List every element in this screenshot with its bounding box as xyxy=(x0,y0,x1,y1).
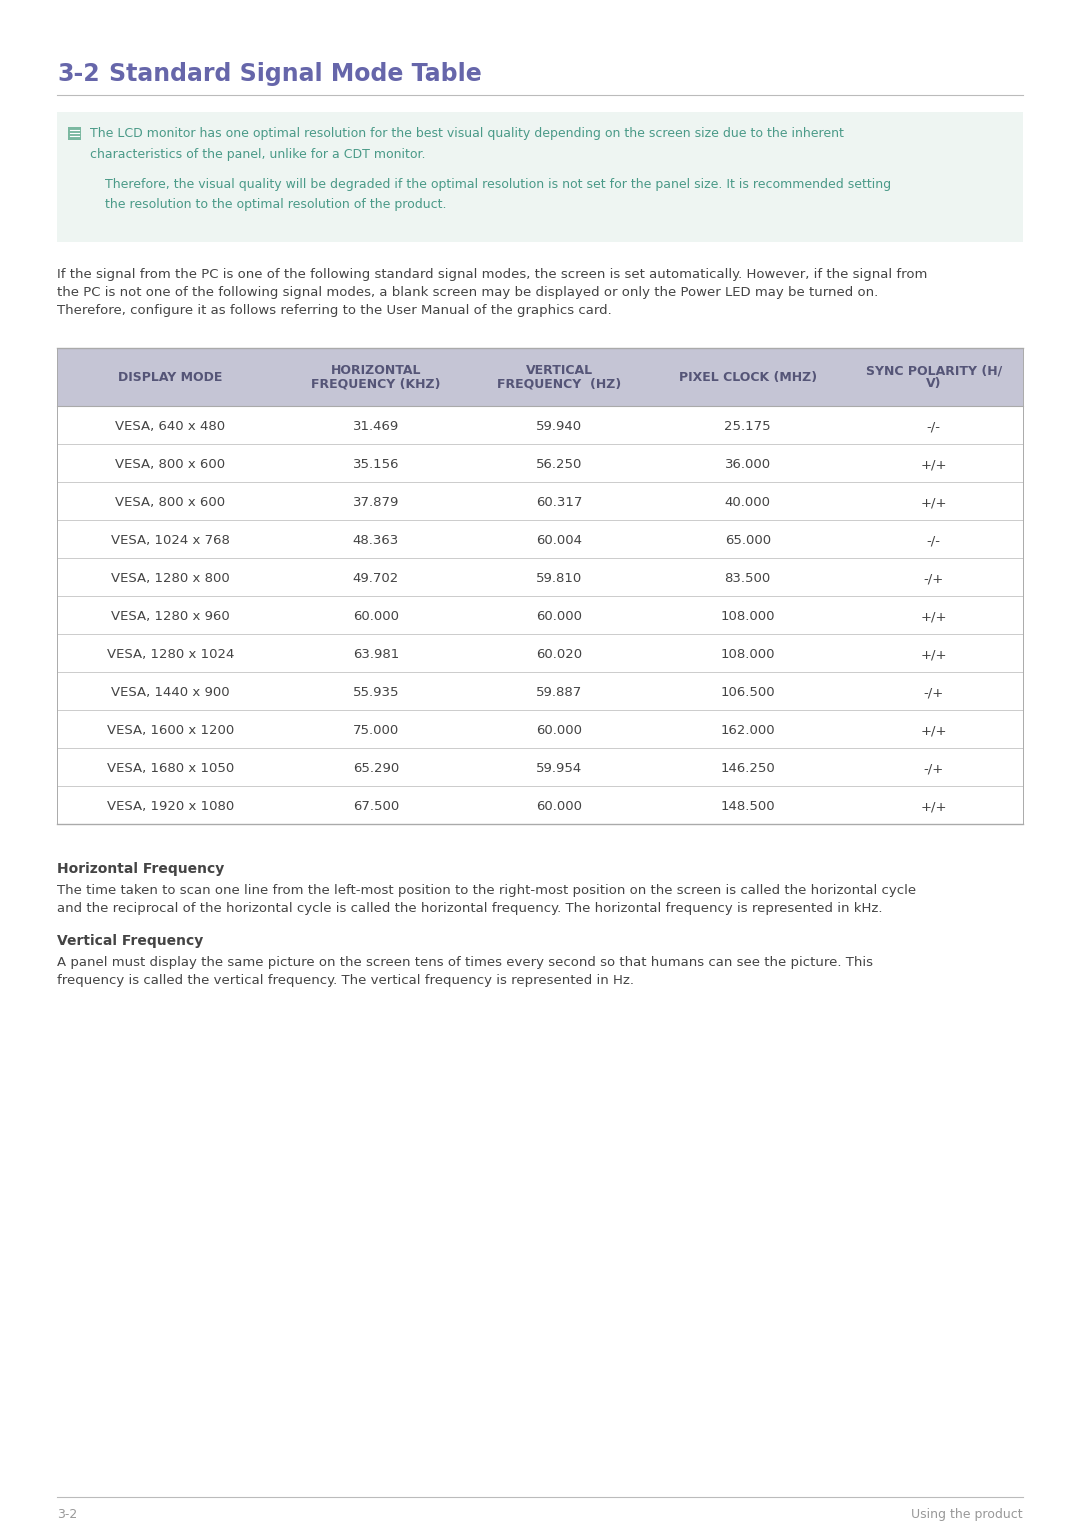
Text: FREQUENCY  (HZ): FREQUENCY (HZ) xyxy=(497,377,621,391)
Text: +/+: +/+ xyxy=(920,800,947,812)
Text: VESA, 1024 x 768: VESA, 1024 x 768 xyxy=(111,534,230,547)
Text: VESA, 1600 x 1200: VESA, 1600 x 1200 xyxy=(107,724,234,738)
Text: -/-: -/- xyxy=(927,420,941,434)
Text: 108.000: 108.000 xyxy=(720,609,775,623)
Text: 35.156: 35.156 xyxy=(352,458,399,470)
Text: 25.175: 25.175 xyxy=(725,420,771,434)
Text: 59.887: 59.887 xyxy=(536,686,582,699)
Bar xyxy=(57,557,1023,596)
Text: Therefore, the visual quality will be degraded if the optimal resolution is not : Therefore, the visual quality will be de… xyxy=(105,179,891,191)
Bar xyxy=(57,444,1023,483)
Text: 59.810: 59.810 xyxy=(536,573,582,585)
Text: VESA, 1680 x 1050: VESA, 1680 x 1050 xyxy=(107,762,234,776)
Text: 60.004: 60.004 xyxy=(537,534,582,547)
Bar xyxy=(57,786,1023,825)
Text: Standard Signal Mode Table: Standard Signal Mode Table xyxy=(109,63,482,86)
Text: -/+: -/+ xyxy=(923,762,944,776)
Text: If the signal from the PC is one of the following standard signal modes, the scr: If the signal from the PC is one of the … xyxy=(57,269,928,281)
Text: 65.290: 65.290 xyxy=(353,762,399,776)
Text: -/+: -/+ xyxy=(923,573,944,585)
Text: 75.000: 75.000 xyxy=(353,724,399,738)
Text: +/+: +/+ xyxy=(920,496,947,508)
Text: Using the product: Using the product xyxy=(912,1509,1023,1521)
Text: The time taken to scan one line from the left-most position to the right-most po: The time taken to scan one line from the… xyxy=(57,884,916,896)
Text: 60.020: 60.020 xyxy=(537,647,582,661)
Text: VESA, 1920 x 1080: VESA, 1920 x 1080 xyxy=(107,800,234,812)
Text: 106.500: 106.500 xyxy=(720,686,775,699)
Text: characteristics of the panel, unlike for a CDT monitor.: characteristics of the panel, unlike for… xyxy=(90,148,426,160)
Text: VESA, 800 x 600: VESA, 800 x 600 xyxy=(116,458,226,470)
Bar xyxy=(57,634,1023,672)
Text: 60.000: 60.000 xyxy=(537,800,582,812)
Text: 108.000: 108.000 xyxy=(720,647,775,661)
Text: +/+: +/+ xyxy=(920,458,947,470)
Text: 40.000: 40.000 xyxy=(725,496,771,508)
Text: 63.981: 63.981 xyxy=(353,647,399,661)
Bar xyxy=(68,127,81,140)
Bar xyxy=(57,348,1023,406)
Text: V): V) xyxy=(926,377,942,391)
Text: +/+: +/+ xyxy=(920,609,947,623)
Text: +/+: +/+ xyxy=(920,647,947,661)
Text: and the reciprocal of the horizontal cycle is called the horizontal frequency. T: and the reciprocal of the horizontal cyc… xyxy=(57,902,882,915)
Text: 55.935: 55.935 xyxy=(352,686,399,699)
Text: VESA, 1280 x 960: VESA, 1280 x 960 xyxy=(111,609,230,623)
Text: The LCD monitor has one optimal resolution for the best visual quality depending: The LCD monitor has one optimal resoluti… xyxy=(90,127,843,140)
Bar xyxy=(57,406,1023,444)
Text: VERTICAL: VERTICAL xyxy=(526,365,593,377)
Text: 60.317: 60.317 xyxy=(536,496,582,508)
Bar xyxy=(57,483,1023,521)
Text: 59.940: 59.940 xyxy=(537,420,582,434)
Text: 60.000: 60.000 xyxy=(537,724,582,738)
Text: 83.500: 83.500 xyxy=(725,573,771,585)
Text: -/-: -/- xyxy=(927,534,941,547)
Text: 3-2: 3-2 xyxy=(57,63,99,86)
Text: -/+: -/+ xyxy=(923,686,944,699)
Text: 146.250: 146.250 xyxy=(720,762,775,776)
Text: HORIZONTAL: HORIZONTAL xyxy=(330,365,421,377)
Text: Vertical Frequency: Vertical Frequency xyxy=(57,935,203,948)
Text: 162.000: 162.000 xyxy=(720,724,775,738)
Bar xyxy=(57,748,1023,786)
Text: PIXEL CLOCK (MHZ): PIXEL CLOCK (MHZ) xyxy=(678,371,816,383)
Text: 31.469: 31.469 xyxy=(353,420,399,434)
Text: frequency is called the vertical frequency. The vertical frequency is represente: frequency is called the vertical frequen… xyxy=(57,974,634,986)
Text: 36.000: 36.000 xyxy=(725,458,771,470)
Text: 65.000: 65.000 xyxy=(725,534,771,547)
Text: 67.500: 67.500 xyxy=(353,800,399,812)
Text: 48.363: 48.363 xyxy=(353,534,399,547)
Text: 60.000: 60.000 xyxy=(353,609,399,623)
Text: 59.954: 59.954 xyxy=(536,762,582,776)
Text: 3-2: 3-2 xyxy=(57,1509,78,1521)
Text: Horizontal Frequency: Horizontal Frequency xyxy=(57,863,225,876)
Bar xyxy=(57,521,1023,557)
Bar xyxy=(57,111,1023,241)
Text: DISPLAY MODE: DISPLAY MODE xyxy=(119,371,222,383)
Text: 49.702: 49.702 xyxy=(353,573,399,585)
Text: 37.879: 37.879 xyxy=(352,496,399,508)
Text: VESA, 640 x 480: VESA, 640 x 480 xyxy=(116,420,226,434)
Text: the resolution to the optimal resolution of the product.: the resolution to the optimal resolution… xyxy=(105,199,446,211)
Text: SYNC POLARITY (H/: SYNC POLARITY (H/ xyxy=(865,365,1002,377)
Text: FREQUENCY (KHZ): FREQUENCY (KHZ) xyxy=(311,377,441,391)
Text: 56.250: 56.250 xyxy=(536,458,582,470)
Bar xyxy=(57,672,1023,710)
Text: the PC is not one of the following signal modes, a blank screen may be displayed: the PC is not one of the following signa… xyxy=(57,286,878,299)
Bar xyxy=(57,596,1023,634)
Text: VESA, 800 x 600: VESA, 800 x 600 xyxy=(116,496,226,508)
Text: 60.000: 60.000 xyxy=(537,609,582,623)
Bar xyxy=(57,710,1023,748)
Text: VESA, 1280 x 800: VESA, 1280 x 800 xyxy=(111,573,230,585)
Text: 148.500: 148.500 xyxy=(720,800,775,812)
Text: VESA, 1440 x 900: VESA, 1440 x 900 xyxy=(111,686,230,699)
Text: Therefore, configure it as follows referring to the User Manual of the graphics : Therefore, configure it as follows refer… xyxy=(57,304,611,318)
Text: A panel must display the same picture on the screen tens of times every second s: A panel must display the same picture on… xyxy=(57,956,873,970)
Text: VESA, 1280 x 1024: VESA, 1280 x 1024 xyxy=(107,647,234,661)
Text: +/+: +/+ xyxy=(920,724,947,738)
